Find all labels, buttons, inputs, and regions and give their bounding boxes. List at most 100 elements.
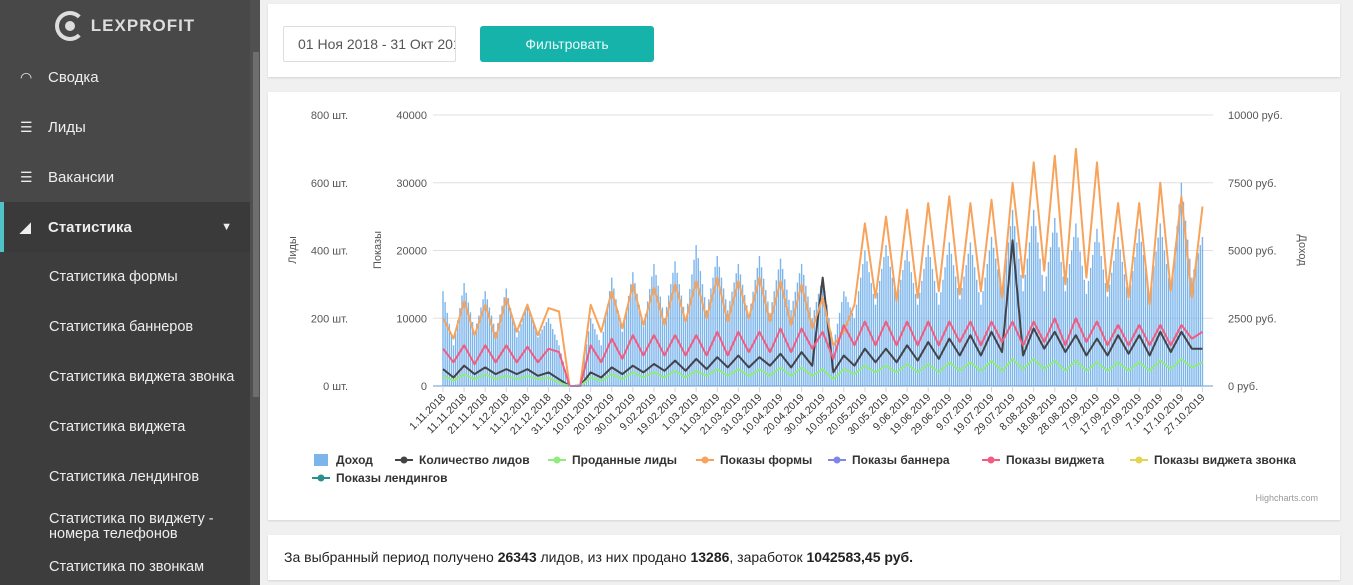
revenue-bar [771,301,773,386]
legend-marker [701,456,709,464]
revenue-bar [1142,254,1145,386]
leads-axis-tick: 200 шт. [311,313,348,325]
revenue-bar [1199,245,1202,386]
date-range-input[interactable]: 01 Ноя 2018 - 31 Окт 2019 [283,26,456,62]
revenue-bar [562,361,564,386]
revenue-bar [1016,242,1018,386]
legend-item[interactable]: Проданные лиды [572,453,677,467]
revenue-bar [1049,247,1052,386]
sidebar-item-vacancies[interactable]: ☰ Вакансии [20,168,115,186]
revenue-bar [784,279,786,386]
submenu-calls-stats[interactable]: Статистика по звонкам [49,558,205,575]
revenue-bar [750,303,752,386]
revenue-bar [691,274,693,386]
shows-axis-tick: 0 [421,381,427,393]
revenue-bar [649,288,651,386]
revenue-bar [948,242,951,386]
revenue-bar [589,318,592,386]
legend-marker [317,474,325,482]
revenue-bar [627,296,630,386]
revenue-bar [1096,228,1098,386]
revenue-bar [1193,269,1195,386]
revenue-bar [703,297,706,386]
revenue-bar [625,307,628,386]
legend-item[interactable]: Показы лендингов [336,471,448,485]
revenue-bar [617,310,619,386]
legend-marker [833,456,841,464]
revenue-bar [687,303,689,386]
revenue-bar [946,254,948,386]
income-axis-title: Доход [1296,234,1308,266]
sidebar-item-summary[interactable]: ◠ Сводка [20,68,99,86]
revenue-bar [471,322,474,386]
revenue-bar [613,288,615,386]
logo[interactable]: LEXPROFIT [0,0,250,52]
revenue-bar [1134,257,1136,386]
legend-item[interactable]: Показы баннера [852,453,950,467]
layers-icon: ☰ [20,168,33,185]
submenu-call-widget-stats[interactable]: Статистика виджета звонка [49,368,235,385]
filter-panel: 01 Ноя 2018 - 31 Окт 2019 Фильтровать [268,4,1340,77]
revenue-bar [758,255,761,386]
revenue-bar [788,299,790,386]
revenue-bar [731,291,733,386]
leads-count: 26343 [497,549,537,565]
submenu-form-stats[interactable]: Статистика формы [49,268,178,285]
filter-button[interactable]: Фильтровать [480,26,654,62]
legend-item[interactable]: Показы виджета звонка [1154,453,1296,467]
revenue-bar [743,294,746,386]
leads-axis-tick: 0 шт. [323,381,348,393]
scrollbar-thumb[interactable] [253,52,259,397]
legend-marker [400,456,408,464]
revenue-bar [501,305,503,386]
revenue-bar [1064,291,1067,386]
revenue-bar [1165,264,1168,386]
legend-item[interactable]: Доход [336,453,373,467]
revenue-bar [997,269,999,386]
sidebar-item-statistics[interactable]: ◢ Статистика ▼ [0,202,250,252]
revenue-bar [484,291,486,386]
revenue-bar [699,271,702,386]
revenue-bar [1100,255,1102,386]
revenue-bar [1045,276,1048,386]
revenue-bar [1070,250,1073,386]
revenue-bar [1127,299,1130,386]
revenue-bar [1094,241,1096,386]
income-axis-tick: 5000 руб. [1228,246,1277,258]
sidebar-scrollbar[interactable] [250,0,260,585]
revenue-bar [478,315,480,386]
revenue-bar [1039,258,1041,386]
revenue-bar [693,259,695,386]
sidebar-item-leads[interactable]: ☰ Лиды [20,118,86,136]
revenue-bar [1035,226,1037,386]
revenue-bar [1149,293,1151,386]
revenue-bar [900,279,902,386]
revenue-bar [988,250,991,386]
revenue-bar [596,334,598,386]
revenue-bar [1106,296,1109,386]
revenue-bar [1172,269,1174,386]
submenu-widget-stats[interactable]: Статистика виджета [49,418,186,435]
revenue-bar [560,353,562,386]
revenue-bar [737,264,740,386]
revenue-bar [1083,279,1086,386]
revenue-bar [514,327,516,386]
revenue-bar [480,307,482,386]
revenue-bar [881,268,883,386]
revenue-bar [853,318,856,386]
revenue-bar [739,274,742,386]
revenue-bar [680,295,683,386]
revenue-bar [594,329,596,386]
submenu-landing-stats[interactable]: Статистика лендингов [49,468,200,485]
legend-item[interactable]: Показы формы [720,453,812,467]
revenue-bar [446,312,448,386]
submenu-banner-stats[interactable]: Статистика баннеров [49,318,194,335]
legend-item[interactable]: Количество лидов [419,453,530,467]
submenu-widget-phones-stats[interactable]: Статистика по виджету - номера телефонов [49,511,214,542]
legend-item[interactable]: Показы виджета [1006,453,1104,467]
revenue-bar [611,277,613,386]
revenue-bar [668,295,670,386]
revenue-bar [1024,274,1026,386]
revenue-bar [984,277,986,386]
revenue-bar [834,334,837,386]
